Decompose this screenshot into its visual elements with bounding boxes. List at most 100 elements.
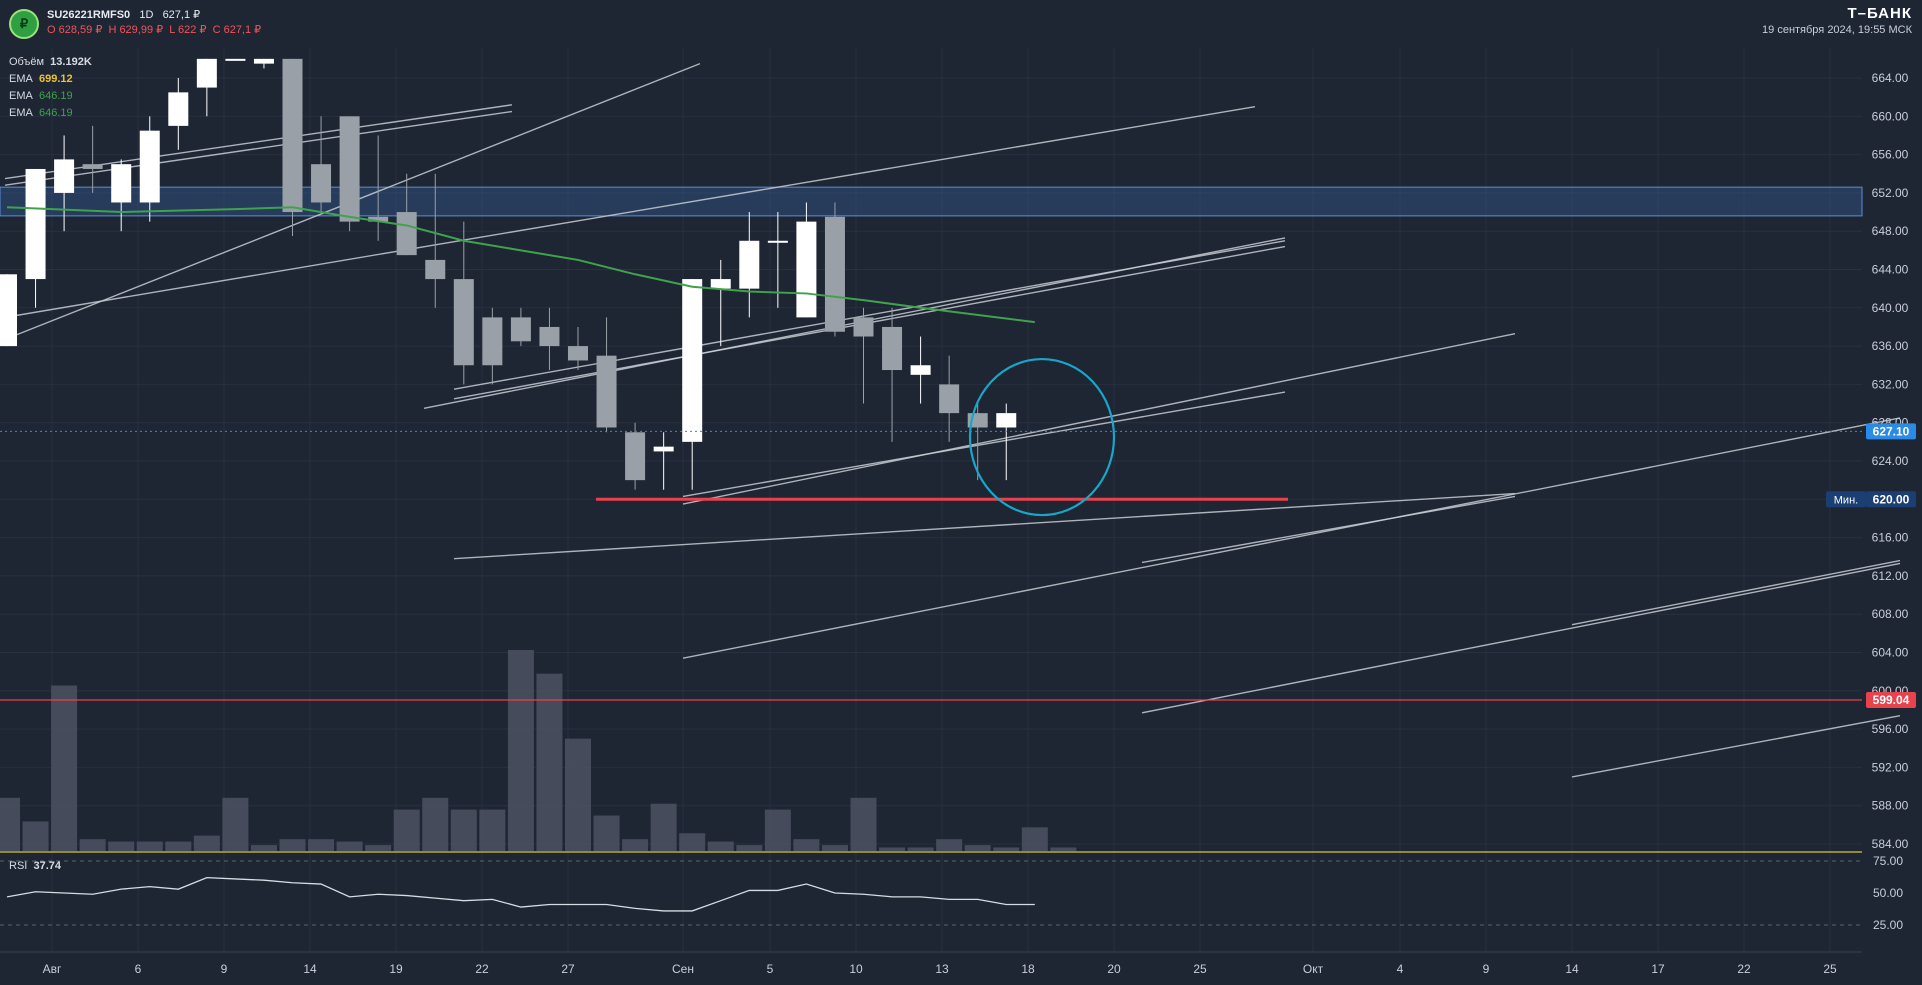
trendline	[1571, 715, 1901, 778]
volume-bar	[279, 839, 306, 851]
candle-body	[996, 413, 1017, 428]
candle-body	[824, 216, 845, 332]
volume-bar	[593, 815, 620, 851]
x-axis: Авг 6 9 14 19 22 27 Сен 5 10 13 18 20 25 Окт 4 9 14 17 22 25	[43, 962, 1837, 976]
y-tick-label: 636.00	[1872, 339, 1909, 353]
y-tick-label: 592.00	[1872, 760, 1909, 774]
volume-bar	[136, 841, 163, 851]
candle-body	[253, 58, 274, 64]
y-tick-label: 604.00	[1872, 646, 1909, 660]
x-tick-label: Авг	[43, 962, 62, 976]
volume-bar	[1021, 827, 1048, 851]
volume-bar	[622, 839, 649, 851]
current-price-tag-bg	[1866, 423, 1916, 440]
y-tick-label: 640.00	[1872, 301, 1909, 315]
rsi-tick-label: 25.00	[1873, 918, 1903, 932]
legend-ema-1[interactable]: EMA 699.12	[9, 73, 73, 85]
y-tick-label: 616.00	[1872, 531, 1909, 545]
candle-body	[767, 240, 788, 243]
x-tick-label: 9	[1483, 962, 1490, 976]
volume-bar	[993, 847, 1020, 851]
x-tick-label: 20	[1107, 962, 1121, 976]
y-tick-label: 608.00	[1872, 607, 1909, 621]
x-tick-label: 22	[1737, 962, 1751, 976]
volume-bar	[565, 738, 591, 851]
volume-bar	[393, 809, 420, 851]
candle-body	[910, 365, 931, 375]
candle-body	[25, 168, 46, 280]
highlight-circle	[968, 357, 1116, 517]
candle-body	[453, 279, 474, 366]
y-tick-label: 660.00	[1872, 109, 1909, 123]
candle-body	[653, 446, 674, 452]
rsi-line	[6, 876, 1035, 912]
volume-bar	[736, 845, 763, 851]
volume-bar	[907, 847, 934, 851]
candle-body	[796, 221, 817, 318]
volume-bar	[793, 839, 820, 851]
resistance-zone	[0, 186, 1863, 217]
candle-body	[368, 216, 389, 222]
candle-body	[0, 274, 17, 347]
last-price: 627,1 ₽	[162, 9, 201, 21]
candle-body	[939, 384, 960, 414]
volume-bar	[707, 841, 734, 851]
trendline	[453, 240, 1286, 390]
volume-bar	[422, 797, 449, 851]
candle-body	[339, 116, 360, 222]
y-tick-label: 588.00	[1872, 799, 1909, 813]
volume-bar	[165, 841, 192, 851]
candle-body	[739, 240, 760, 289]
y-tick-label: 648.00	[1872, 224, 1909, 238]
candle-body	[682, 279, 703, 442]
close-value: C 627,1 ₽	[212, 24, 262, 36]
volume-bar	[964, 845, 991, 851]
x-tick-label: Сен	[672, 962, 694, 976]
trendline	[453, 492, 1516, 560]
trendline	[682, 391, 1286, 498]
volume-bar	[450, 809, 477, 851]
volume-histogram	[0, 650, 1077, 851]
level-price-tag-bg	[1866, 691, 1916, 708]
trendline	[682, 417, 1901, 659]
y-tick-label: 632.00	[1872, 377, 1909, 391]
volume-bar	[850, 797, 877, 851]
min-price-tag-bg	[1866, 491, 1916, 508]
trendline	[4, 110, 513, 186]
candle-body	[425, 259, 446, 280]
ticker-row: SU26221RMFS0 1D 627,1 ₽	[47, 8, 200, 21]
min-label-bg	[1826, 491, 1866, 508]
volume-bar	[22, 821, 49, 851]
ticker-logo-icon: ₽	[9, 9, 39, 39]
x-tick-label: 6	[135, 962, 142, 976]
grid	[0, 48, 1862, 953]
volume-bar	[308, 839, 335, 851]
candles	[0, 58, 1017, 490]
interval[interactable]: 1D	[139, 9, 154, 21]
x-tick-label: 17	[1651, 962, 1665, 976]
y-tick-label: 596.00	[1872, 722, 1909, 736]
candle-body	[225, 58, 246, 61]
candle-body	[710, 279, 731, 289]
y-tick-label: 612.00	[1872, 569, 1909, 583]
ema-label: EMA	[9, 73, 33, 85]
candle-body	[510, 317, 531, 342]
y-tick-label: 644.00	[1872, 263, 1909, 277]
y-tick-label: 664.00	[1872, 71, 1909, 85]
candle-body	[82, 164, 103, 169]
volume-bar	[222, 797, 249, 851]
ticker-symbol[interactable]: SU26221RMFS0	[47, 9, 131, 21]
y-tick-label: 624.00	[1872, 454, 1909, 468]
x-tick-label: 19	[389, 962, 403, 976]
timestamp: 19 сентября 2024, 19:55 МСК	[1762, 24, 1912, 36]
volume-bar	[764, 809, 791, 851]
ema3-value: 646.19	[38, 107, 73, 119]
legend-volume[interactable]: Объём 13.192K	[9, 56, 92, 68]
candle-body	[282, 58, 303, 213]
legend-rsi[interactable]: RSI 37.74	[9, 860, 61, 872]
legend-ema-2[interactable]: EMA 646.19	[9, 90, 73, 102]
x-tick-label: 27	[561, 962, 575, 976]
candle-body	[596, 355, 617, 428]
legend-ema-3[interactable]: EMA 646.19	[9, 107, 73, 119]
